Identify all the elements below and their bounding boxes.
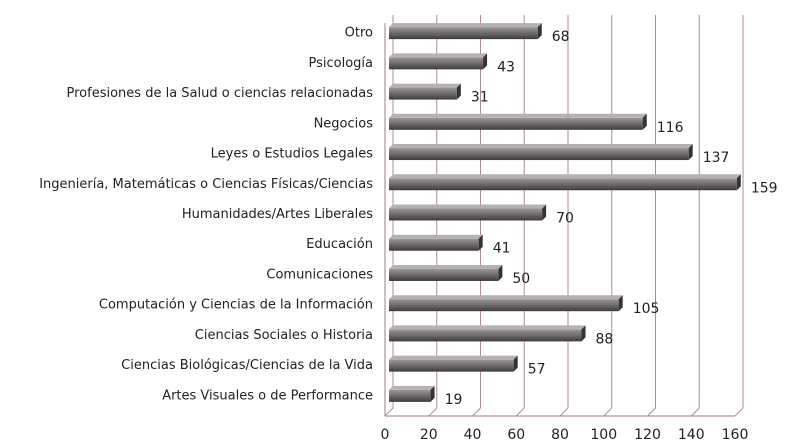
- bar-side: [456, 83, 461, 100]
- bar: [389, 329, 582, 342]
- value-label: 57: [528, 362, 546, 378]
- grid-line: [647, 407, 656, 417]
- grid-line: [428, 407, 438, 417]
- bar-top: [389, 83, 461, 88]
- bar-top: [389, 234, 483, 239]
- bar: [389, 117, 643, 130]
- grid-line: [734, 407, 744, 417]
- x-tick-label: 40: [464, 427, 482, 443]
- bar-side: [478, 234, 483, 251]
- grid-line: [472, 407, 481, 417]
- y-tick-label: Psicología: [309, 56, 374, 71]
- bar: [389, 299, 619, 312]
- x-tick-label: 140: [678, 427, 705, 443]
- bar-top: [389, 385, 435, 390]
- bar: [389, 359, 514, 372]
- value-label: 105: [633, 301, 660, 317]
- x-tick-label: 120: [634, 427, 661, 443]
- value-label: 50: [512, 271, 530, 287]
- y-tick-label: Leyes o Estudios Legales: [211, 147, 374, 162]
- value-label: 43: [497, 59, 515, 75]
- bar-side: [430, 385, 435, 402]
- y-tick-label: Ciencias Biológicas/Ciencias de la Vida: [121, 358, 373, 373]
- bar: [389, 238, 479, 251]
- bar-top: [389, 174, 741, 179]
- bar-side: [642, 113, 647, 130]
- bar: [389, 268, 499, 281]
- bar: [389, 87, 457, 100]
- y-tick-label: Ingeniería, Matemáticas o Ciencias Físic…: [39, 177, 373, 192]
- bar: [389, 178, 737, 191]
- bar-top: [389, 325, 586, 330]
- bar-top: [389, 204, 547, 209]
- bar: [389, 389, 431, 402]
- bar-top: [389, 144, 693, 149]
- bar: [389, 148, 689, 161]
- value-label: 159: [751, 180, 778, 196]
- bar-side: [542, 204, 547, 221]
- bar-side: [537, 23, 542, 40]
- value-label: 88: [596, 331, 614, 347]
- bar-side: [688, 144, 693, 161]
- bar-top: [389, 355, 518, 360]
- bar: [389, 57, 484, 70]
- value-label: 19: [445, 392, 463, 408]
- y-tick-label: Artes Visuales o de Performance: [162, 388, 373, 403]
- grid-line: [384, 407, 394, 417]
- grid-line: [603, 407, 613, 417]
- value-label: 116: [657, 120, 684, 136]
- y-tick-label: Computación y Ciencias de la Información: [99, 298, 373, 313]
- x-tick-label: 60: [507, 427, 525, 443]
- bar-side: [483, 53, 488, 70]
- grid-line: [690, 407, 700, 417]
- x-tick-label: 0: [381, 427, 390, 443]
- value-label: 137: [703, 150, 730, 166]
- x-tick-label: 160: [722, 427, 749, 443]
- bar-side: [581, 325, 586, 342]
- bar-top: [389, 53, 488, 58]
- y-tick-label: Negocios: [314, 116, 374, 131]
- y-tick-label: Ciencias Sociales o Historia: [195, 328, 373, 343]
- y-tick-label: Humanidades/Artes Liberales: [182, 207, 373, 222]
- bar-side: [736, 174, 741, 191]
- grid-line: [559, 407, 569, 417]
- value-label: 70: [556, 211, 574, 227]
- bar-side: [498, 264, 503, 281]
- bar-top: [389, 295, 623, 300]
- bar-top: [389, 23, 542, 28]
- bar-top: [389, 113, 647, 118]
- y-tick-label: Educación: [306, 237, 373, 252]
- bar: [389, 27, 538, 40]
- value-label: 31: [471, 90, 489, 106]
- bar-side: [618, 295, 623, 312]
- bar: [389, 208, 543, 221]
- grid-line: [515, 407, 525, 417]
- bar-top: [389, 264, 503, 269]
- x-tick-label: 100: [590, 427, 617, 443]
- y-tick-label: Otro: [345, 26, 373, 41]
- value-label: 41: [493, 241, 511, 257]
- x-tick-label: 20: [420, 427, 438, 443]
- value-label: 68: [552, 29, 570, 45]
- y-tick-label: Profesiones de la Salud o ciencias relac…: [67, 86, 374, 101]
- x-tick-label: 80: [551, 427, 569, 443]
- y-tick-label: Comunicaciones: [266, 267, 373, 282]
- bar-side: [513, 355, 518, 372]
